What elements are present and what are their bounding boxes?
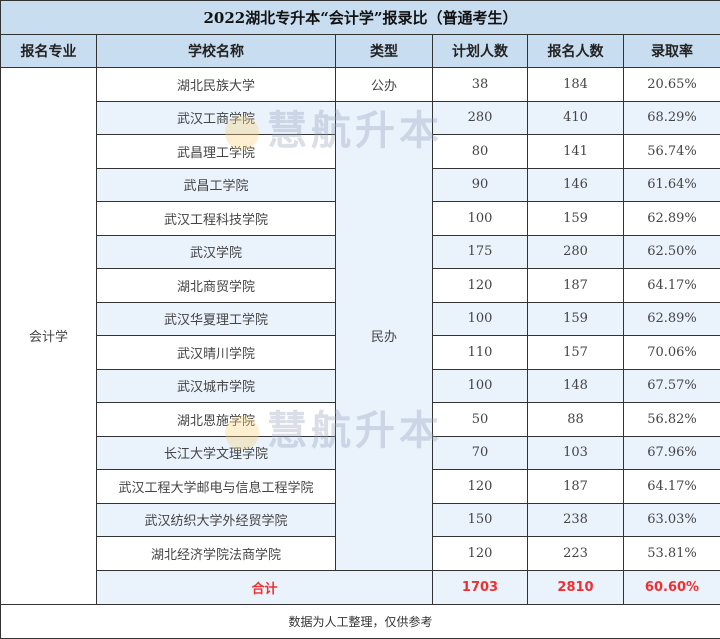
school-cell: 湖北恩施学院 (97, 403, 336, 437)
applicants-cell: 141 (528, 135, 624, 169)
rate-cell: 61.64% (624, 168, 720, 202)
school-cell: 武汉晴川学院 (97, 336, 336, 370)
plan-cell: 100 (433, 369, 528, 403)
rate-cell: 64.17% (624, 470, 720, 504)
applicants-cell: 159 (528, 202, 624, 236)
rate-cell: 62.50% (624, 235, 720, 269)
applicants-cell: 184 (528, 68, 624, 102)
header-school: 学校名称 (97, 35, 336, 68)
total-row: 合计 1703 2810 60.60% (1, 570, 720, 604)
plan-cell: 110 (433, 336, 528, 370)
applicants-cell: 88 (528, 403, 624, 437)
applicants-cell: 103 (528, 436, 624, 470)
footer-note: 数据为人工整理，仅供参考 (1, 604, 720, 638)
applicants-cell: 410 (528, 101, 624, 135)
total-rate: 60.60% (624, 570, 720, 604)
applicants-cell: 159 (528, 302, 624, 336)
type-cell: 民办 (336, 101, 433, 570)
school-cell: 武汉工程大学邮电与信息工程学院 (97, 470, 336, 504)
school-cell: 湖北经济学院法商学院 (97, 537, 336, 571)
school-cell: 武汉纺织大学外经贸学院 (97, 503, 336, 537)
plan-cell: 120 (433, 470, 528, 504)
rate-cell: 68.29% (624, 101, 720, 135)
school-cell: 武汉城市学院 (97, 369, 336, 403)
plan-cell: 70 (433, 436, 528, 470)
applicants-cell: 280 (528, 235, 624, 269)
plan-cell: 80 (433, 135, 528, 169)
school-cell: 武汉华夏理工学院 (97, 302, 336, 336)
rate-cell: 20.65% (624, 68, 720, 102)
rate-cell: 67.96% (624, 436, 720, 470)
total-plan: 1703 (433, 570, 528, 604)
header-type: 类型 (336, 35, 433, 68)
plan-cell: 150 (433, 503, 528, 537)
school-cell: 武昌工学院 (97, 168, 336, 202)
plan-cell: 280 (433, 101, 528, 135)
table-title: 2022湖北专升本“会计学”报录比（普通考生） (1, 1, 720, 35)
applicants-cell: 223 (528, 537, 624, 571)
header-applicants: 报名人数 (528, 35, 624, 68)
school-cell: 长江大学文理学院 (97, 436, 336, 470)
applicants-cell: 187 (528, 269, 624, 303)
school-cell: 武汉学院 (97, 235, 336, 269)
total-label: 合计 (97, 570, 433, 604)
plan-cell: 100 (433, 302, 528, 336)
plan-cell: 100 (433, 202, 528, 236)
school-cell: 湖北商贸学院 (97, 269, 336, 303)
applicants-cell: 148 (528, 369, 624, 403)
plan-cell: 38 (433, 68, 528, 102)
rate-cell: 56.74% (624, 135, 720, 169)
header-plan: 计划人数 (433, 35, 528, 68)
applicants-cell: 157 (528, 336, 624, 370)
plan-cell: 90 (433, 168, 528, 202)
plan-cell: 175 (433, 235, 528, 269)
rate-cell: 64.17% (624, 269, 720, 303)
school-cell: 武昌理工学院 (97, 135, 336, 169)
applicants-cell: 238 (528, 503, 624, 537)
rate-cell: 53.81% (624, 537, 720, 571)
total-applicants: 2810 (528, 570, 624, 604)
school-cell: 武汉工程科技学院 (97, 202, 336, 236)
rate-cell: 63.03% (624, 503, 720, 537)
header-major: 报名专业 (1, 35, 97, 68)
rate-cell: 62.89% (624, 302, 720, 336)
school-cell: 湖北民族大学 (97, 68, 336, 102)
plan-cell: 120 (433, 537, 528, 571)
rate-cell: 62.89% (624, 202, 720, 236)
applicants-cell: 187 (528, 470, 624, 504)
major-cell: 会计学 (1, 68, 97, 605)
plan-cell: 120 (433, 269, 528, 303)
header-rate: 录取率 (624, 35, 720, 68)
rate-cell: 67.57% (624, 369, 720, 403)
type-cell: 公办 (336, 68, 433, 102)
rate-cell: 70.06% (624, 336, 720, 370)
rate-cell: 56.82% (624, 403, 720, 437)
applicants-cell: 146 (528, 168, 624, 202)
school-cell: 武汉工商学院 (97, 101, 336, 135)
plan-cell: 50 (433, 403, 528, 437)
